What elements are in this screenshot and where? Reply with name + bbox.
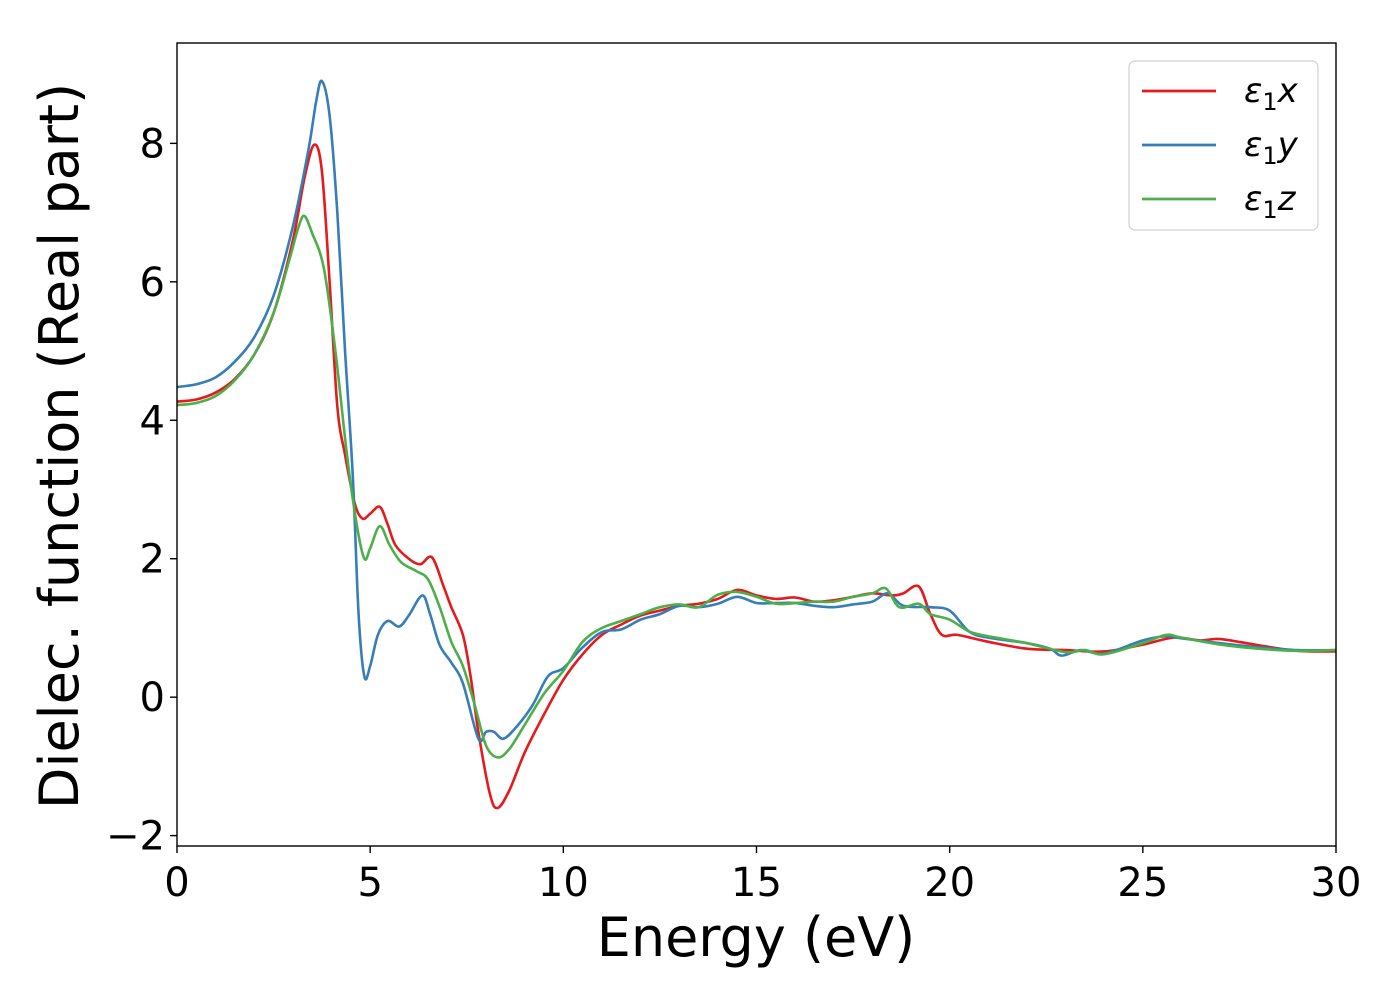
y-tick-label: 0 — [140, 675, 165, 721]
x-tick-label: 10 — [538, 860, 589, 906]
x-axis-label: Energy (eV) — [597, 906, 916, 969]
legend-subscript: 1 — [1262, 196, 1277, 224]
y-axis-label: Dielec. function (Real part) — [28, 83, 91, 809]
x-tick-label: 30 — [1311, 860, 1362, 906]
legend-entry-label: ε1z — [1244, 179, 1297, 224]
y-tick-label: 4 — [140, 398, 165, 444]
x-tick-label: 25 — [1117, 860, 1168, 906]
legend-subscript: 1 — [1262, 142, 1277, 170]
series-line-epsilon1-z — [177, 214, 1336, 759]
legend-symbol: ε — [1244, 125, 1262, 165]
series-layer — [177, 79, 1336, 810]
legend-component: y — [1277, 125, 1299, 165]
legend-entry-label: ε1x — [1244, 71, 1299, 116]
legend-symbol: ε — [1244, 179, 1262, 219]
legend-box — [1128, 60, 1319, 231]
legend-subscript: 1 — [1262, 88, 1277, 116]
legend-component: z — [1277, 179, 1297, 219]
y-axis: −2 0 2 4 6 8 — [106, 121, 177, 860]
y-tick-label: 8 — [140, 121, 165, 167]
x-tick-label: 15 — [731, 860, 782, 906]
x-tick-label: 0 — [164, 860, 189, 906]
x-tick-label: 20 — [924, 860, 975, 906]
x-tick-label: 5 — [357, 860, 382, 906]
y-tick-label: 6 — [140, 260, 165, 306]
legend-component: x — [1277, 71, 1299, 111]
y-tick-label: 2 — [140, 537, 165, 583]
y-tick-label: −2 — [106, 814, 165, 860]
legend-entry-label: ε1y — [1244, 125, 1299, 170]
legend-symbol: ε — [1244, 71, 1262, 111]
x-axis: 0 5 10 15 20 25 30 — [164, 846, 1361, 906]
